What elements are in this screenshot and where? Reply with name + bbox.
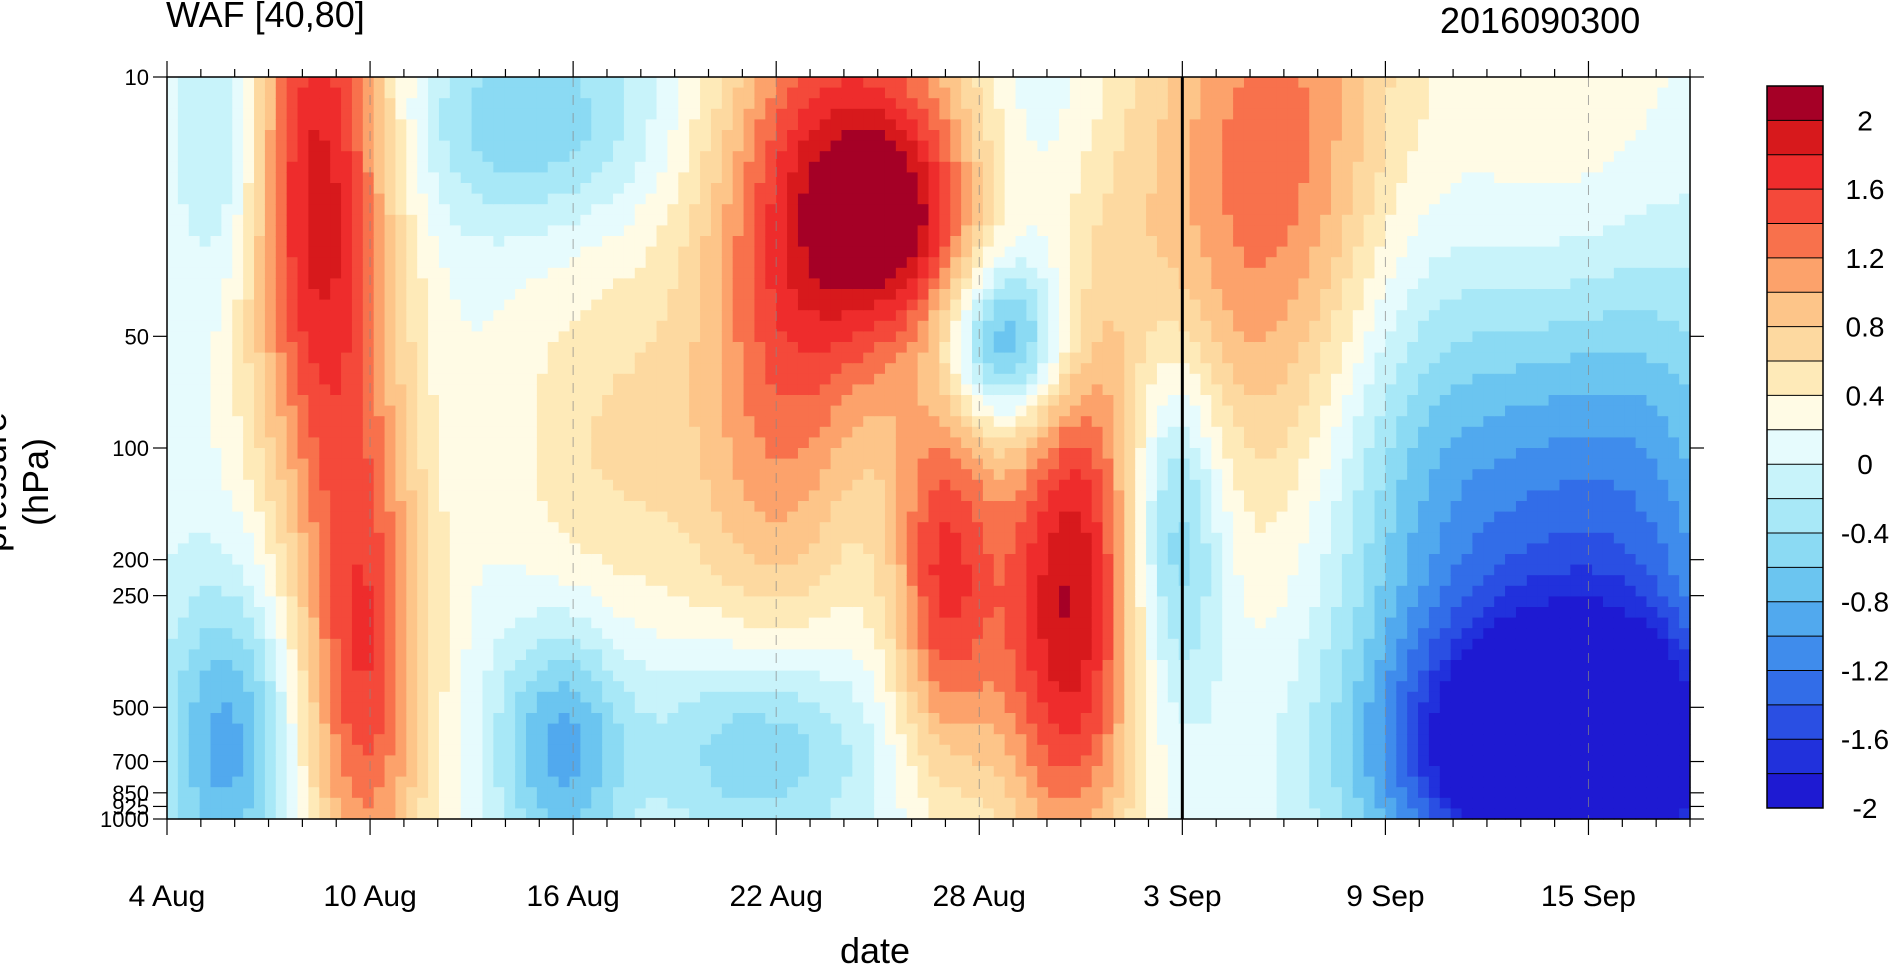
colorbar-swatch bbox=[1767, 155, 1823, 190]
colorbar-swatch bbox=[1767, 705, 1823, 740]
colorbar-swatch bbox=[1767, 224, 1823, 259]
colorbar-swatch bbox=[1767, 636, 1823, 671]
colorbar-label: -0.4 bbox=[1841, 518, 1889, 549]
y-tick-label: 50 bbox=[125, 324, 149, 349]
colorbar-swatch bbox=[1767, 292, 1823, 327]
colorbar-swatch bbox=[1767, 430, 1823, 465]
colorbar-label: 0.4 bbox=[1846, 380, 1885, 411]
y-tick-label: 200 bbox=[112, 548, 149, 573]
x-tick-label: 10 Aug bbox=[323, 880, 416, 913]
colorbar-swatch bbox=[1767, 670, 1823, 705]
y-tick-label: 500 bbox=[112, 695, 149, 720]
colorbar-label: 1.2 bbox=[1846, 243, 1885, 274]
y-tick-label: 250 bbox=[112, 584, 149, 609]
colorbar-label: 0.8 bbox=[1846, 312, 1885, 343]
y-tick-label: 1000 bbox=[100, 807, 149, 832]
y-tick-label: 10 bbox=[125, 65, 149, 90]
colorbar-swatch bbox=[1767, 602, 1823, 637]
x-tick-label: 15 Sep bbox=[1541, 880, 1636, 913]
colorbar-label: 0 bbox=[1857, 449, 1873, 480]
colorbar: 2 1.6 1.2 0.8 0.4 0 -0.4 -0.8 -1.2 -1.6 -2 bbox=[1767, 86, 1889, 824]
y-axis-label: pressure (hPa) bbox=[0, 377, 57, 587]
colorbar-label: -0.8 bbox=[1841, 587, 1889, 618]
x-tick-label: 3 Sep bbox=[1143, 880, 1221, 913]
chart-title-left: WAF [40,80] bbox=[166, 0, 365, 36]
colorbar-label: -2 bbox=[1853, 793, 1878, 824]
colorbar-label: -1.6 bbox=[1841, 724, 1889, 755]
colorbar-swatch bbox=[1767, 361, 1823, 396]
colorbar-swatch bbox=[1767, 258, 1823, 293]
colorbar-swatch bbox=[1767, 86, 1823, 121]
x-axis-label: date bbox=[840, 930, 910, 972]
waf-contour-field bbox=[167, 77, 1691, 820]
colorbar-label: 1.6 bbox=[1846, 174, 1885, 205]
chart-title-right: 2016090300 bbox=[1440, 0, 1640, 42]
x-tick-label: 22 Aug bbox=[729, 880, 822, 913]
colorbar-label: -1.2 bbox=[1841, 655, 1889, 686]
y-tick-label: 100 bbox=[112, 436, 149, 461]
colorbar-swatch bbox=[1767, 499, 1823, 534]
colorbar-label: 2 bbox=[1857, 105, 1873, 136]
colorbar-swatch bbox=[1767, 533, 1823, 568]
colorbar-swatch bbox=[1767, 120, 1823, 155]
x-tick-label: 28 Aug bbox=[933, 880, 1026, 913]
colorbar-swatch bbox=[1767, 395, 1823, 430]
y-tick-label: 700 bbox=[112, 750, 149, 775]
colorbar-swatch bbox=[1767, 567, 1823, 602]
x-tick-label: 9 Sep bbox=[1346, 880, 1424, 913]
colorbar-swatch bbox=[1767, 189, 1823, 224]
colorbar-swatch bbox=[1767, 739, 1823, 774]
x-tick-label: 16 Aug bbox=[526, 880, 619, 913]
colorbar-swatch bbox=[1767, 464, 1823, 499]
colorbar-swatch bbox=[1767, 774, 1823, 809]
x-tick-label: 4 Aug bbox=[129, 880, 206, 913]
colorbar-swatch bbox=[1767, 327, 1823, 362]
